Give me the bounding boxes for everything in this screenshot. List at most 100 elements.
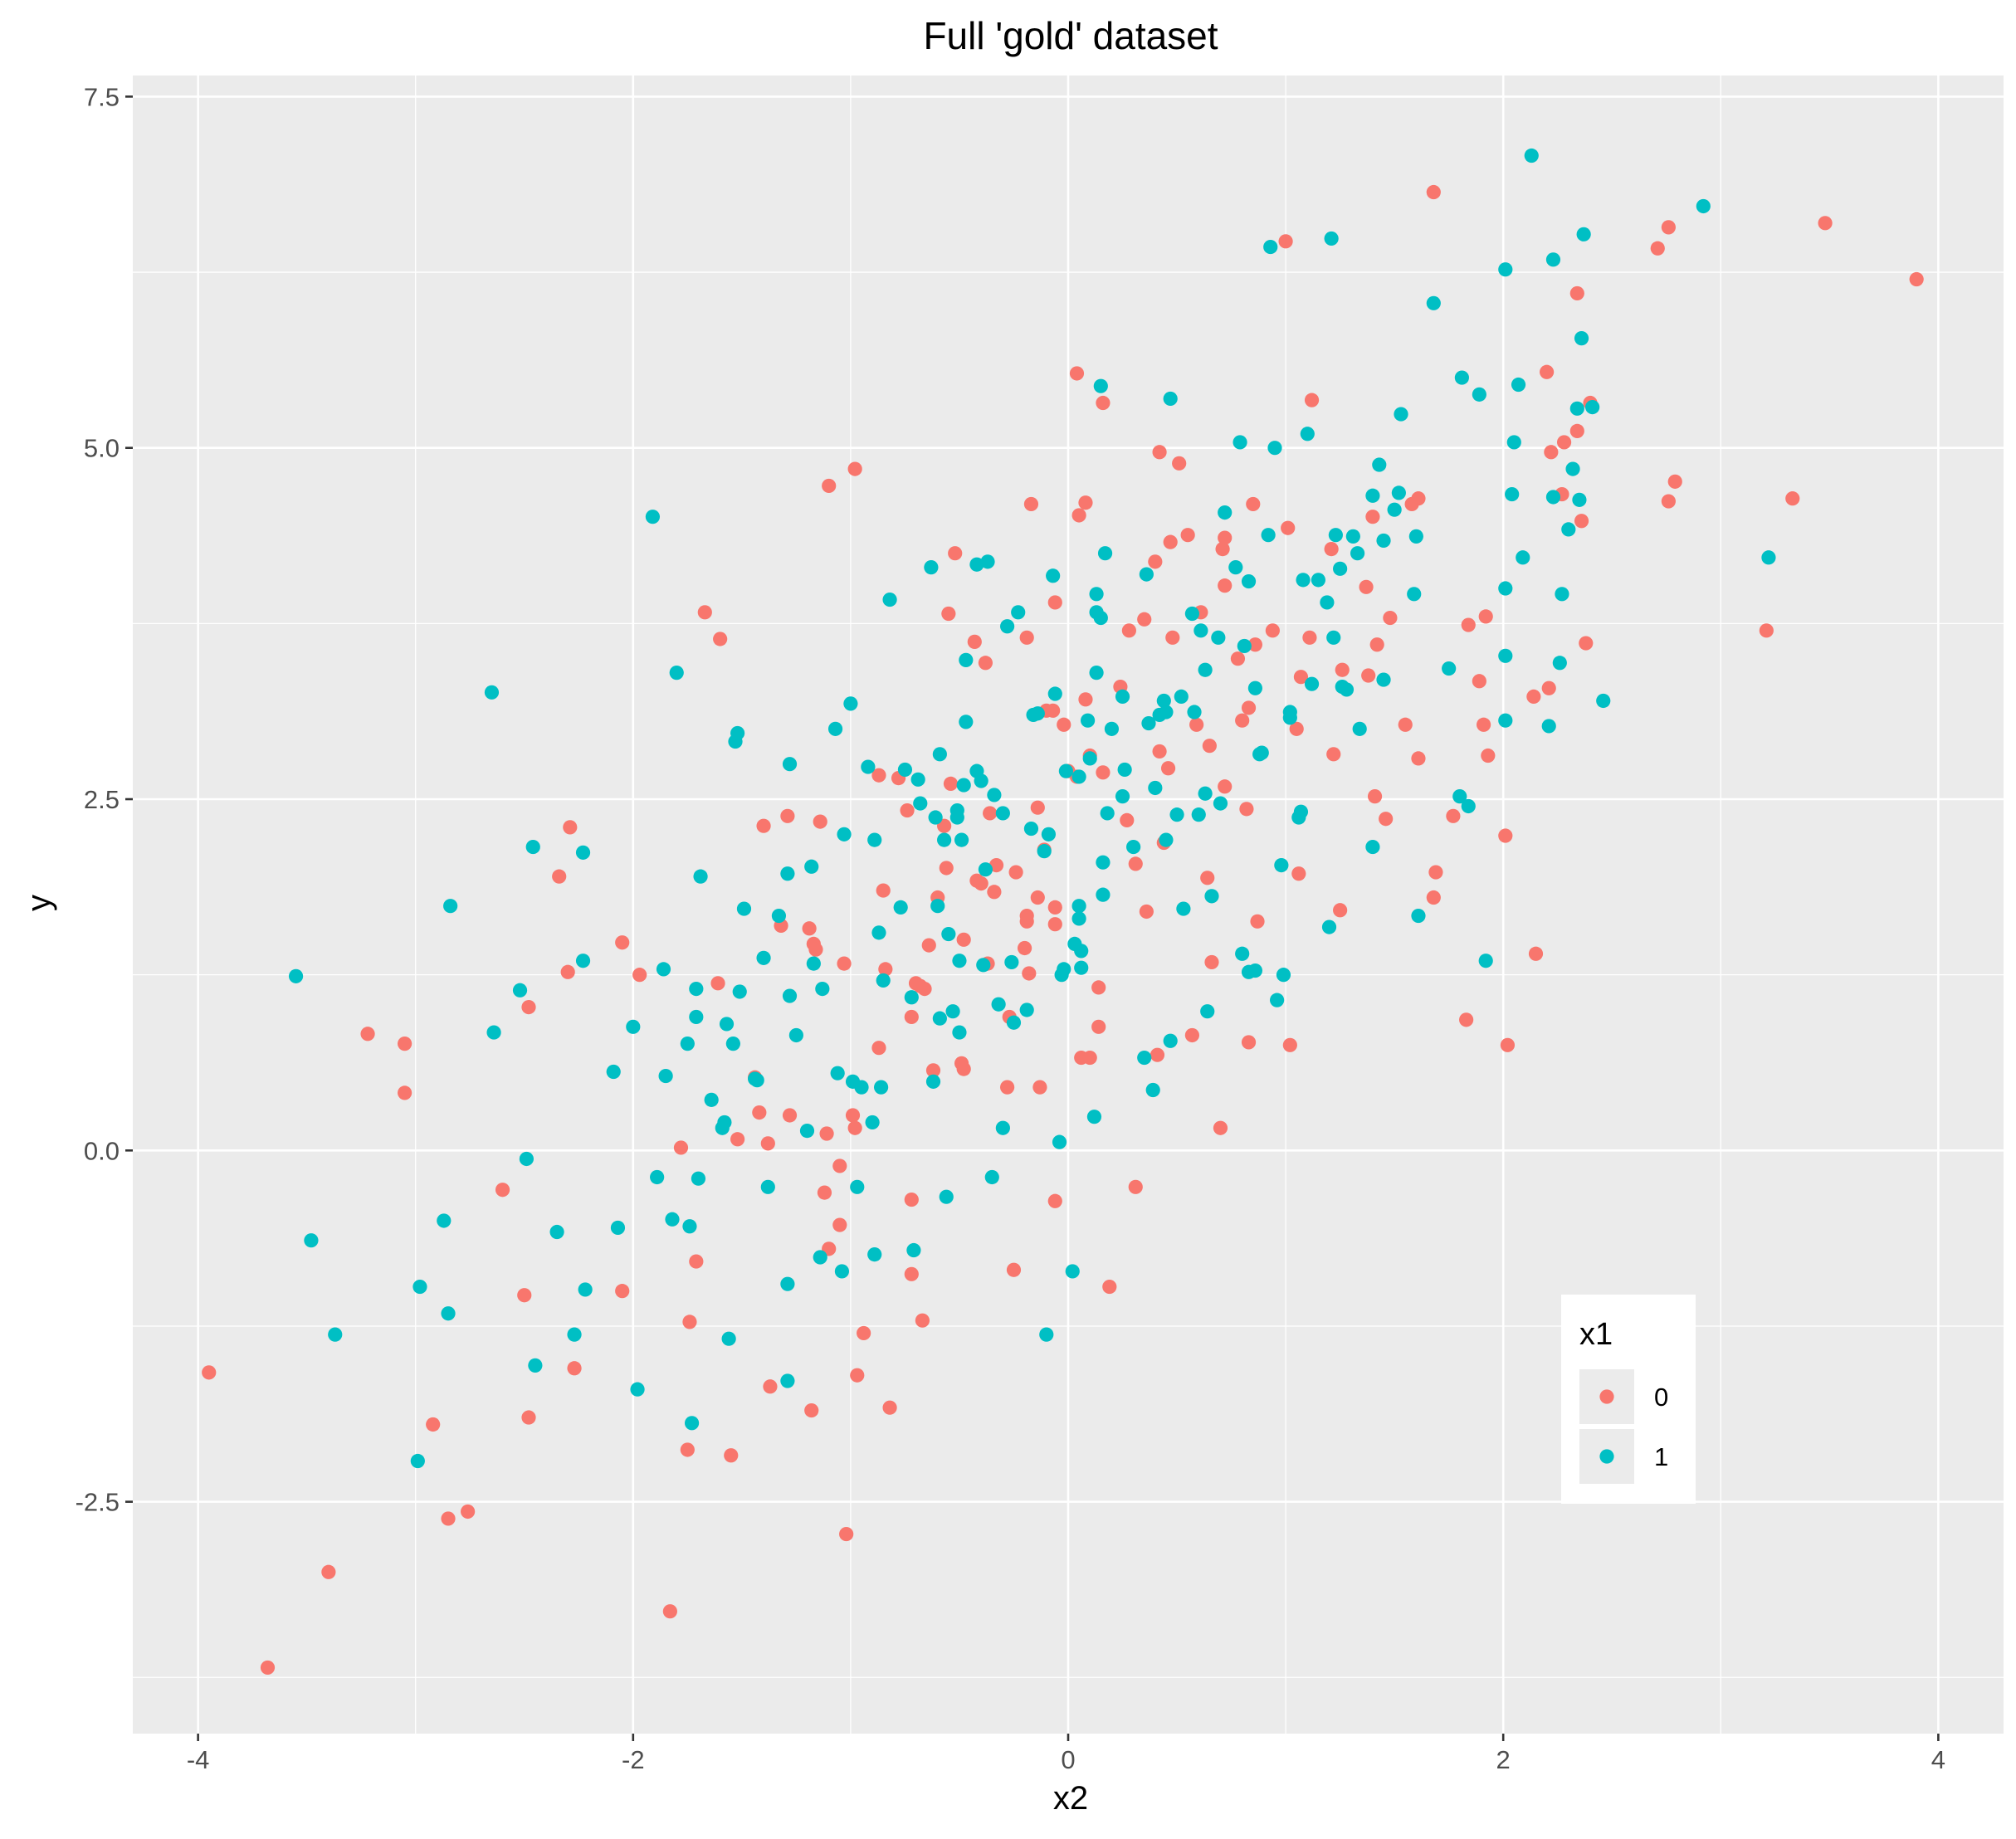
point-x1-0: [1078, 692, 1093, 707]
point-x1-0: [1361, 668, 1376, 683]
x-tick-label: -4: [187, 1745, 210, 1774]
point-x1-1: [1263, 239, 1278, 255]
point-x1-0: [1246, 496, 1261, 512]
point-x1-1: [904, 990, 919, 1005]
point-x1-1: [827, 721, 843, 736]
legend: x1 01: [1561, 1295, 1696, 1504]
point-x1-0: [956, 1061, 971, 1076]
point-x1-0: [900, 802, 915, 818]
point-x1-1: [837, 827, 852, 841]
point-x1-1: [865, 1115, 880, 1130]
point-x1-1: [1408, 529, 1423, 544]
point-x1-1: [736, 901, 752, 916]
point-x1-1: [749, 1073, 764, 1088]
point-x1-0: [1333, 903, 1348, 918]
point-x1-0: [1202, 739, 1217, 754]
point-x1-1: [1089, 587, 1104, 602]
point-x1-0: [1047, 595, 1062, 610]
point-x1-1: [1516, 550, 1530, 565]
point-x1-0: [1326, 747, 1341, 762]
point-x1-0: [1446, 808, 1461, 823]
point-x1-1: [1141, 715, 1156, 731]
point-x1-0: [837, 956, 852, 971]
point-x1-1: [721, 1331, 736, 1346]
point-x1-1: [1096, 855, 1111, 870]
point-x1-1: [1228, 560, 1243, 575]
point-x1-1: [924, 560, 939, 575]
point-x1-1: [954, 832, 969, 847]
point-x1-1: [995, 806, 1010, 821]
point-x1-0: [847, 1120, 862, 1135]
point-x1-0: [1096, 395, 1111, 411]
point-x1-0: [1047, 900, 1062, 915]
point-x1-0: [1428, 865, 1443, 880]
point-x1-1: [682, 1219, 697, 1234]
point-x1-1: [1407, 587, 1422, 602]
point-x1-0: [1030, 800, 1045, 815]
point-x1-0: [904, 1266, 919, 1281]
point-x1-0: [560, 964, 575, 979]
point-x1-0: [871, 768, 886, 783]
point-x1-0: [804, 1402, 819, 1418]
point-x1-0: [763, 1379, 778, 1394]
point-x1-0: [697, 605, 712, 620]
point-x1-0: [1293, 670, 1309, 685]
point-x1-0: [1528, 946, 1544, 961]
point-x1-0: [1172, 456, 1187, 471]
point-x1-0: [1189, 717, 1204, 732]
point-x1-1: [1148, 780, 1163, 796]
point-x1-0: [1478, 609, 1493, 624]
point-x1-0: [780, 808, 795, 823]
point-x1-0: [321, 1564, 336, 1579]
point-x1-1: [1097, 546, 1113, 561]
point-x1-0: [1476, 717, 1491, 732]
point-x1-0: [988, 857, 1004, 873]
point-x1-0: [1150, 1047, 1165, 1062]
point-x1-0: [1235, 713, 1250, 728]
point-x1-1: [1696, 198, 1711, 214]
point-x1-0: [808, 942, 823, 957]
point-x1-0: [1569, 423, 1584, 438]
point-x1-1: [930, 899, 945, 914]
point-x1-1: [813, 1250, 827, 1265]
point-x1-1: [976, 958, 991, 973]
point-x1-1: [412, 1279, 427, 1295]
point-x1-1: [1187, 705, 1202, 720]
point-x1-0: [730, 1132, 745, 1147]
point-x1-0: [917, 981, 932, 997]
point-x1-0: [1152, 445, 1167, 460]
point-x1-1: [1296, 573, 1311, 588]
point-x1-0: [495, 1183, 510, 1198]
point-x1-1: [410, 1453, 425, 1469]
point-x1-1: [730, 725, 745, 741]
point-x1-0: [839, 1526, 854, 1542]
point-x1-0: [1019, 630, 1034, 645]
point-x1-0: [1574, 514, 1589, 529]
point-x1-1: [1569, 401, 1584, 416]
point-x1-0: [904, 1192, 919, 1207]
point-x1-0: [1137, 612, 1152, 627]
point-x1-1: [1324, 231, 1339, 246]
point-x1-1: [437, 1213, 452, 1228]
point-x1-0: [1411, 491, 1426, 506]
point-x1-0: [426, 1417, 441, 1432]
point-x1-0: [871, 1041, 886, 1056]
x-tick-label: -2: [622, 1745, 645, 1774]
point-x1-1: [519, 1151, 534, 1167]
point-x1-0: [1481, 748, 1496, 763]
point-x1-0: [1541, 680, 1556, 695]
point-x1-0: [850, 1368, 865, 1383]
point-x1-0: [1281, 520, 1296, 535]
y-tick-label: 0.0: [84, 1136, 120, 1165]
x-tick-label: 4: [1931, 1745, 1945, 1774]
point-x1-1: [1304, 676, 1320, 691]
point-x1-1: [1104, 721, 1120, 736]
point-x1-1: [995, 1120, 1010, 1135]
point-x1-1: [1089, 666, 1104, 680]
point-x1-0: [948, 546, 963, 561]
point-x1-0: [1091, 980, 1106, 995]
point-x1-1: [304, 1233, 319, 1248]
point-x1-0: [1200, 871, 1215, 885]
point-x1-0: [1239, 802, 1254, 817]
point-x1-0: [1661, 494, 1676, 509]
